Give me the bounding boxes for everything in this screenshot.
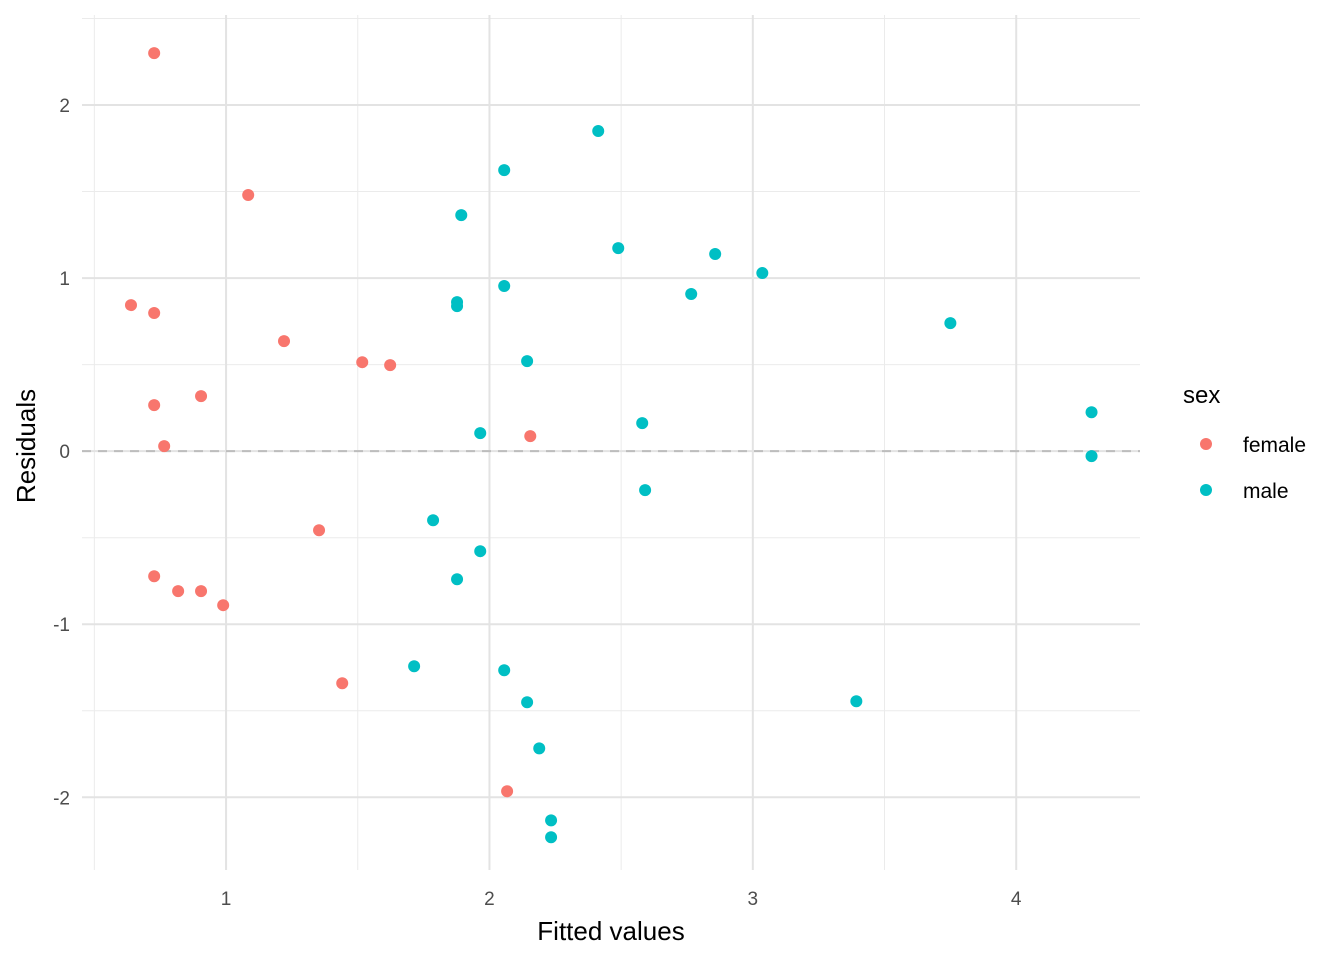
- point-female: [356, 356, 369, 369]
- legend-key-female: [1200, 438, 1212, 450]
- point-female: [384, 359, 397, 372]
- point-male: [850, 695, 863, 708]
- point-female: [195, 390, 208, 403]
- point-male: [636, 417, 649, 430]
- point-male: [451, 573, 464, 586]
- point-female: [195, 585, 208, 598]
- minor-gridlines: [82, 15, 1140, 870]
- point-female: [217, 599, 230, 612]
- point-male: [1085, 406, 1098, 419]
- legend-key-male: [1200, 484, 1212, 496]
- point-male: [709, 248, 722, 261]
- point-female: [242, 189, 255, 201]
- y-tick-label: 1: [59, 269, 70, 290]
- point-female: [313, 524, 326, 537]
- point-female: [148, 570, 161, 583]
- point-male: [521, 355, 534, 368]
- x-tick-label: 2: [484, 889, 495, 910]
- x-axis-label: Fitted values: [537, 916, 684, 946]
- major-gridlines: [82, 15, 1140, 870]
- point-female: [501, 785, 514, 798]
- point-male: [944, 317, 957, 330]
- point-female: [124, 299, 137, 312]
- point-male: [1085, 450, 1098, 463]
- data-points: [124, 47, 1098, 844]
- legend-title: sex: [1183, 382, 1220, 409]
- point-male: [545, 831, 558, 844]
- x-tick-labels: 1 2 3 4: [221, 889, 1022, 910]
- point-male: [474, 427, 487, 440]
- point-female: [172, 585, 185, 598]
- y-tick-label: -2: [53, 788, 70, 809]
- y-axis-label: Residuals: [11, 389, 41, 503]
- point-female: [336, 677, 349, 690]
- x-tick-label: 4: [1011, 889, 1022, 910]
- point-female: [148, 399, 161, 412]
- y-tick-labels: -2 -1 0 1 2: [53, 96, 70, 809]
- point-male: [639, 484, 652, 497]
- x-tick-label: 1: [221, 889, 232, 910]
- point-male: [498, 280, 511, 293]
- legend-label-female: female: [1243, 434, 1306, 457]
- point-male: [756, 267, 769, 280]
- x-tick-label: 3: [748, 889, 759, 910]
- legend-label-male: male: [1243, 480, 1289, 503]
- point-male: [408, 660, 421, 673]
- point-male: [498, 664, 511, 677]
- point-male: [451, 300, 464, 313]
- point-male: [521, 696, 534, 709]
- y-tick-label: 2: [59, 96, 70, 117]
- point-female: [278, 335, 291, 348]
- point-female: [148, 47, 161, 60]
- point-male: [592, 124, 605, 137]
- point-male: [685, 288, 698, 300]
- point-female: [158, 440, 171, 453]
- point-male: [474, 545, 487, 558]
- point-male: [455, 209, 468, 222]
- point-male: [612, 242, 625, 255]
- point-male: [533, 742, 546, 755]
- y-tick-label: -1: [53, 615, 70, 636]
- y-tick-label: 0: [59, 442, 70, 463]
- point-male: [427, 514, 440, 527]
- legend: sex female male: [1183, 382, 1306, 503]
- point-female: [524, 430, 537, 443]
- point-male: [545, 814, 558, 827]
- point-male: [498, 164, 511, 177]
- point-female: [148, 307, 161, 320]
